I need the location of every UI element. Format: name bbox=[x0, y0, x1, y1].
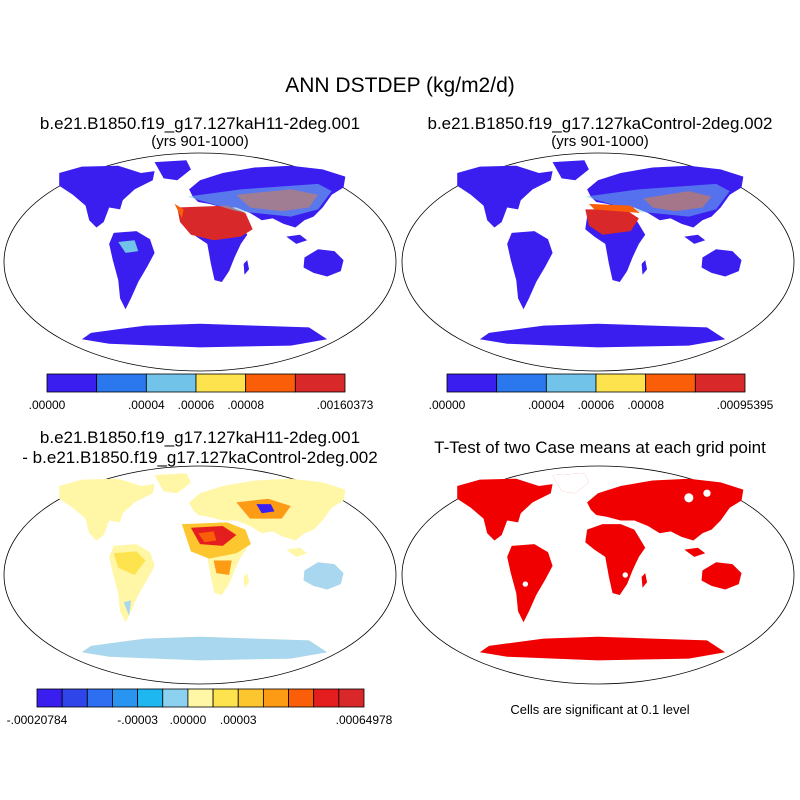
panel2-title: b.e21.B1850.f19_g17.127kaControl-2deg.00… bbox=[427, 114, 773, 133]
cb3-tick-label: -.00020784 bbox=[7, 713, 68, 727]
panel1-colorbar: .00000 .00004 .00006 .00008 .00160373 bbox=[29, 373, 374, 412]
cb3-swatch bbox=[36, 688, 63, 708]
cb3-swatch bbox=[86, 688, 113, 708]
cb2-tick-label: .00008 bbox=[627, 398, 664, 412]
cb2-swatch bbox=[595, 373, 647, 393]
main-title: ANN DSTDEP (kg/m2/d) bbox=[285, 74, 515, 97]
cb1-tick-label: .00000 bbox=[29, 398, 66, 412]
cb1-tick-label: .00004 bbox=[128, 398, 165, 412]
panel1-title: b.e21.B1850.f19_g17.127kaH11-2deg.001 bbox=[39, 114, 361, 133]
significance-note: Cells are significant at 0.1 level bbox=[510, 702, 690, 717]
cb2-tick-label: .00095395 bbox=[717, 398, 774, 412]
panel3-colorbar: -.00020784 -.00003 .00000 .00003 .00064978 bbox=[7, 688, 393, 727]
cb1-tick-label: .00006 bbox=[178, 398, 215, 412]
cb1-tick-label: .00160373 bbox=[317, 398, 374, 412]
cb3-tick-label: -.00003 bbox=[117, 713, 158, 727]
cb3-tick-label: .00003 bbox=[220, 713, 257, 727]
panel2-colorbar: .00000 .00004 .00006 .00008 .00095395 bbox=[429, 373, 774, 412]
cb1-swatch bbox=[46, 373, 98, 393]
panel3-title: b.e21.B1850.f19_g17.127kaH11-2deg.001 bbox=[39, 428, 361, 447]
cb3-swatch bbox=[137, 688, 164, 708]
cb1-swatch bbox=[245, 373, 296, 393]
cb3-swatch bbox=[338, 688, 365, 708]
cb2-tick-label: .00004 bbox=[528, 398, 565, 412]
cb3-swatch bbox=[237, 688, 264, 708]
panel1-map bbox=[3, 152, 397, 372]
cb2-tick-label: .00000 bbox=[429, 398, 466, 412]
cb1-swatch bbox=[145, 373, 197, 393]
cb2-swatch bbox=[496, 373, 547, 393]
cb3-swatch bbox=[187, 688, 214, 708]
panel3-subtitle: - b.e21.B1850.f19_g17.127kaControl-2deg.… bbox=[22, 448, 378, 467]
cb3-swatch bbox=[212, 688, 239, 708]
panel4-title: T-Test of two Case means at each grid po… bbox=[434, 438, 766, 457]
panel2-years: (yrs 901-1000) bbox=[551, 133, 649, 150]
cb3-swatch bbox=[288, 688, 315, 708]
cb1-swatch bbox=[294, 373, 346, 393]
cb2-swatch bbox=[545, 373, 597, 393]
cb1-swatch bbox=[96, 373, 147, 393]
panel2-map bbox=[401, 152, 795, 372]
cb3-swatch bbox=[61, 688, 88, 708]
cb3-tick-label: .00064978 bbox=[336, 713, 393, 727]
panel3-map bbox=[3, 465, 397, 685]
cb1-swatch bbox=[195, 373, 247, 393]
panel4-map bbox=[401, 465, 795, 685]
panel1-years: (yrs 901-1000) bbox=[151, 133, 249, 150]
cb3-swatch bbox=[262, 688, 289, 708]
cb3-swatch bbox=[162, 688, 189, 708]
cb2-swatch bbox=[694, 373, 746, 393]
cb3-swatch bbox=[112, 688, 139, 708]
cb2-swatch bbox=[645, 373, 696, 393]
cb3-tick-label: .00000 bbox=[170, 713, 207, 727]
cb2-tick-label: .00006 bbox=[578, 398, 615, 412]
cb2-swatch bbox=[446, 373, 498, 393]
cb3-swatch bbox=[313, 688, 340, 708]
cb1-tick-label: .00008 bbox=[227, 398, 264, 412]
